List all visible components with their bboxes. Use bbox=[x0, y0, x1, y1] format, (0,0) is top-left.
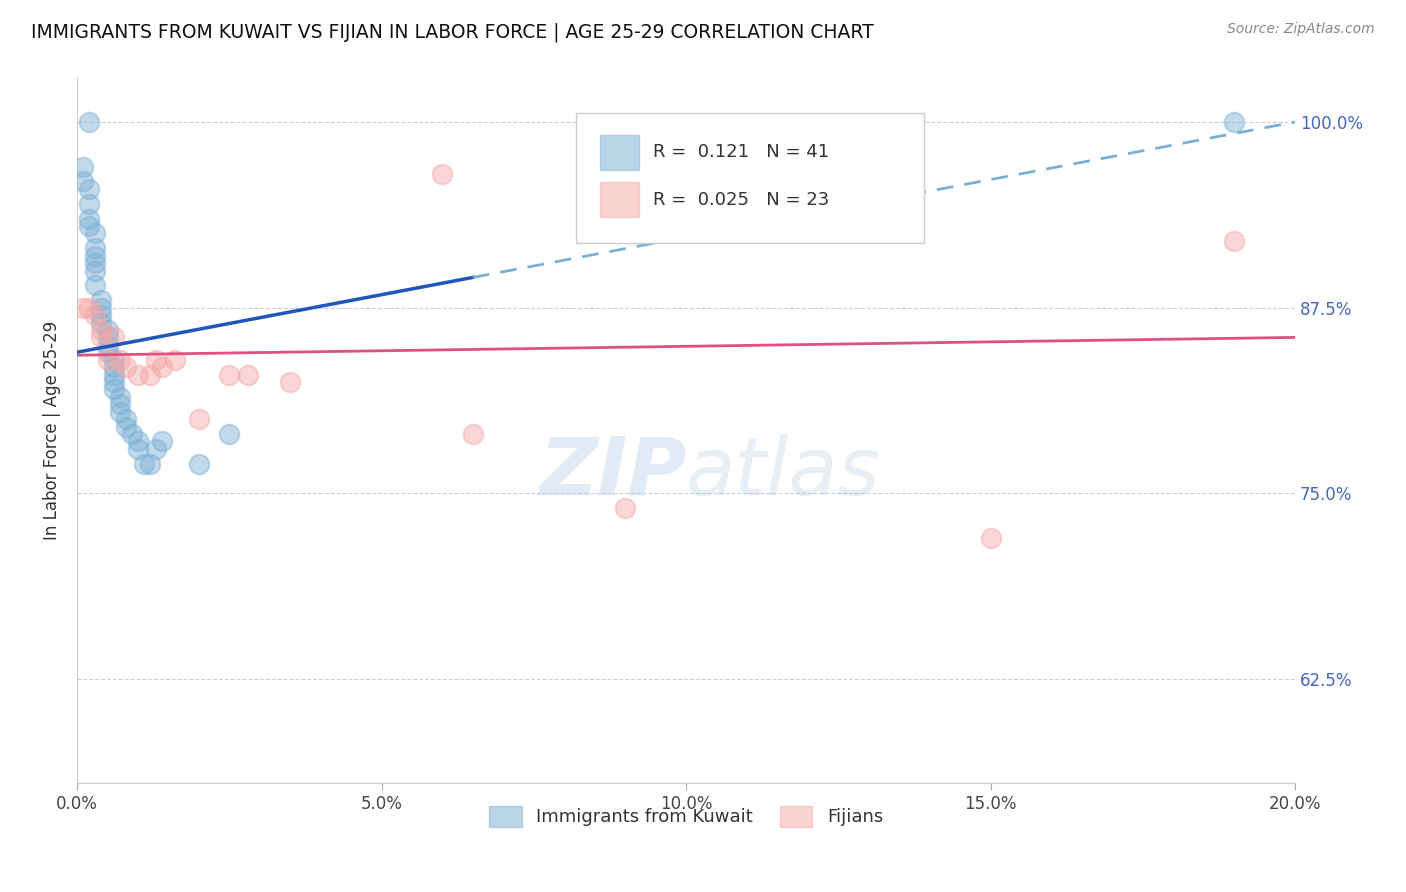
Point bbox=[150, 434, 173, 449]
Text: ZIP: ZIP bbox=[538, 434, 686, 512]
FancyBboxPatch shape bbox=[599, 182, 638, 217]
Point bbox=[90, 316, 112, 330]
Point bbox=[127, 368, 149, 382]
Point bbox=[84, 241, 107, 255]
Y-axis label: In Labor Force | Age 25-29: In Labor Force | Age 25-29 bbox=[44, 320, 60, 540]
Point bbox=[84, 256, 107, 270]
Point bbox=[163, 352, 186, 367]
Point bbox=[121, 426, 143, 441]
Text: R =  0.121   N = 41: R = 0.121 N = 41 bbox=[654, 144, 830, 161]
Point bbox=[72, 174, 94, 188]
FancyBboxPatch shape bbox=[576, 112, 924, 244]
Point bbox=[114, 412, 136, 426]
Point bbox=[77, 182, 100, 196]
Point bbox=[187, 412, 209, 426]
Point bbox=[139, 457, 162, 471]
Point bbox=[84, 263, 107, 277]
Point bbox=[96, 323, 118, 337]
Point bbox=[114, 360, 136, 375]
Point bbox=[84, 227, 107, 241]
Point bbox=[103, 352, 125, 367]
Point bbox=[145, 352, 167, 367]
Point bbox=[150, 360, 173, 375]
Point bbox=[461, 426, 484, 441]
Point bbox=[139, 368, 162, 382]
Point bbox=[84, 308, 107, 322]
Point bbox=[90, 301, 112, 315]
Point bbox=[432, 167, 454, 181]
Point bbox=[96, 352, 118, 367]
Point bbox=[72, 160, 94, 174]
Point bbox=[96, 345, 118, 359]
FancyBboxPatch shape bbox=[599, 135, 638, 169]
Point bbox=[84, 278, 107, 293]
Point bbox=[108, 405, 131, 419]
Text: R =  0.025   N = 23: R = 0.025 N = 23 bbox=[654, 191, 830, 209]
Point bbox=[77, 219, 100, 233]
Point bbox=[103, 375, 125, 389]
Point bbox=[108, 352, 131, 367]
Point bbox=[72, 301, 94, 315]
Point bbox=[614, 501, 637, 516]
Point bbox=[103, 368, 125, 382]
Point bbox=[96, 338, 118, 352]
Point bbox=[77, 211, 100, 226]
Point bbox=[218, 426, 240, 441]
Text: IMMIGRANTS FROM KUWAIT VS FIJIAN IN LABOR FORCE | AGE 25-29 CORRELATION CHART: IMMIGRANTS FROM KUWAIT VS FIJIAN IN LABO… bbox=[31, 22, 873, 42]
Point bbox=[132, 457, 155, 471]
Point bbox=[187, 457, 209, 471]
Point bbox=[127, 434, 149, 449]
Point bbox=[108, 390, 131, 404]
Point bbox=[77, 115, 100, 129]
Point bbox=[145, 442, 167, 456]
Point bbox=[278, 375, 301, 389]
Point bbox=[77, 301, 100, 315]
Point bbox=[103, 360, 125, 375]
Point bbox=[90, 330, 112, 344]
Text: atlas: atlas bbox=[686, 434, 880, 512]
Point bbox=[108, 397, 131, 411]
Point bbox=[980, 531, 1002, 545]
Point bbox=[127, 442, 149, 456]
Point bbox=[77, 196, 100, 211]
Point bbox=[114, 419, 136, 434]
Legend: Immigrants from Kuwait, Fijians: Immigrants from Kuwait, Fijians bbox=[482, 798, 890, 834]
Point bbox=[90, 308, 112, 322]
Point bbox=[84, 249, 107, 263]
Point bbox=[103, 383, 125, 397]
Point bbox=[236, 368, 259, 382]
Text: Source: ZipAtlas.com: Source: ZipAtlas.com bbox=[1227, 22, 1375, 37]
Point bbox=[218, 368, 240, 382]
Point bbox=[90, 323, 112, 337]
Point bbox=[96, 330, 118, 344]
Point bbox=[90, 293, 112, 308]
Point bbox=[1223, 234, 1246, 248]
Point bbox=[103, 330, 125, 344]
Point bbox=[1223, 115, 1246, 129]
